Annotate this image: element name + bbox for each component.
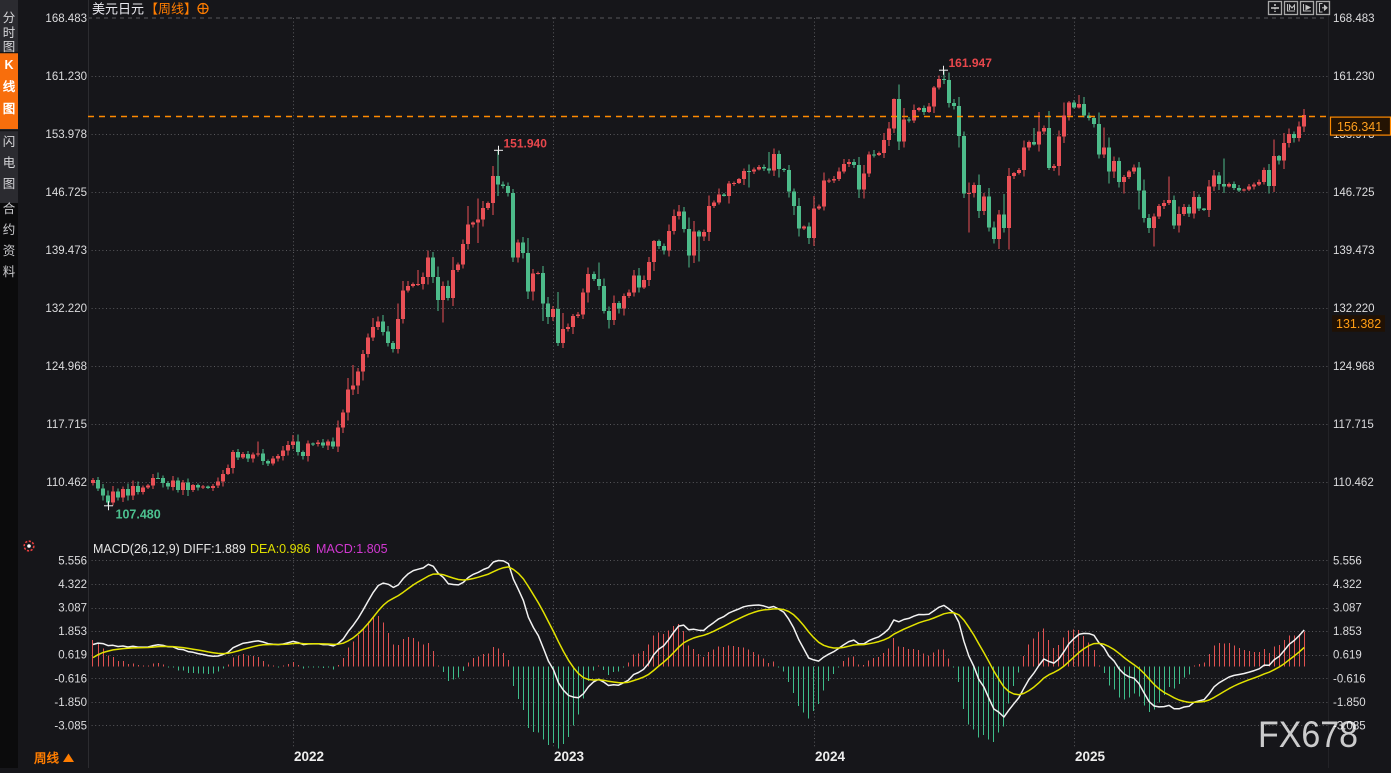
svg-text:-3.085: -3.085 (54, 720, 87, 732)
svg-text:168.483: 168.483 (1333, 13, 1375, 25)
svg-text:132.220: 132.220 (45, 303, 87, 315)
svg-text:4.322: 4.322 (1333, 579, 1362, 591)
svg-text:2025: 2025 (1075, 749, 1106, 764)
svg-text:139.473: 139.473 (45, 245, 87, 257)
svg-text:139.473: 139.473 (1333, 245, 1375, 257)
svg-text:124.968: 124.968 (45, 361, 87, 373)
svg-text:3.087: 3.087 (58, 603, 87, 615)
svg-text:2024: 2024 (815, 749, 846, 764)
svg-text:151.940: 151.940 (504, 136, 548, 150)
svg-text:117.715: 117.715 (46, 419, 87, 431)
svg-text:合: 合 (3, 201, 16, 216)
svg-text:2022: 2022 (294, 749, 324, 764)
svg-text:【周线】: 【周线】 (145, 2, 197, 17)
svg-text:资: 资 (3, 244, 16, 258)
svg-text:图: 图 (3, 102, 16, 116)
svg-text:156.341: 156.341 (1337, 120, 1382, 134)
svg-text:161.230: 161.230 (1333, 71, 1375, 83)
svg-text:117.715: 117.715 (1333, 419, 1374, 431)
svg-text:131.382: 131.382 (1336, 317, 1381, 331)
svg-text:-0.616: -0.616 (54, 673, 87, 685)
svg-text:线: 线 (3, 79, 16, 94)
svg-text:美元日元: 美元日元 (92, 2, 144, 17)
svg-text:0.619: 0.619 (1333, 650, 1362, 662)
svg-text:料: 料 (3, 265, 16, 279)
svg-text:168.483: 168.483 (45, 13, 87, 25)
svg-text:约: 约 (3, 222, 16, 237)
svg-text:-3.085: -3.085 (1333, 720, 1366, 732)
svg-text:2023: 2023 (554, 749, 585, 764)
svg-text:146.725: 146.725 (1333, 187, 1375, 199)
svg-text:110.462: 110.462 (46, 477, 87, 489)
svg-text:MACD(26,12,9) DIFF:1.889: MACD(26,12,9) DIFF:1.889 (93, 542, 246, 556)
svg-text:MACD:1.805: MACD:1.805 (316, 542, 388, 556)
svg-text:1.853: 1.853 (58, 626, 87, 638)
svg-text:5.556: 5.556 (1333, 556, 1362, 568)
svg-text:电: 电 (3, 156, 16, 170)
svg-text:DEA:0.986: DEA:0.986 (250, 542, 311, 556)
svg-text:周线: 周线 (34, 751, 60, 766)
svg-text:FX678: FX678 (1258, 714, 1358, 755)
svg-text:132.220: 132.220 (1333, 303, 1375, 315)
svg-text:4.322: 4.322 (58, 579, 87, 591)
svg-text:图: 图 (3, 40, 16, 54)
svg-text:161.947: 161.947 (949, 56, 993, 70)
svg-text:5.556: 5.556 (58, 556, 87, 568)
svg-text:3.087: 3.087 (1333, 603, 1362, 615)
svg-text:107.480: 107.480 (116, 507, 161, 521)
svg-text:分: 分 (3, 11, 16, 25)
svg-text:闪: 闪 (3, 135, 16, 149)
svg-text:110.462: 110.462 (1333, 477, 1374, 489)
svg-text:-1.850: -1.850 (54, 697, 87, 709)
svg-text:124.968: 124.968 (1333, 361, 1375, 373)
svg-text:153.978: 153.978 (45, 129, 87, 141)
svg-text:图: 图 (3, 177, 16, 191)
svg-text:1.853: 1.853 (1333, 626, 1362, 638)
svg-text:K: K (4, 58, 13, 72)
svg-text:时: 时 (3, 26, 16, 40)
svg-text:-0.616: -0.616 (1333, 673, 1366, 685)
svg-text:146.725: 146.725 (45, 187, 87, 199)
svg-text:0.619: 0.619 (58, 650, 87, 662)
svg-text:161.230: 161.230 (45, 71, 87, 83)
svg-text:-1.850: -1.850 (1333, 697, 1366, 709)
